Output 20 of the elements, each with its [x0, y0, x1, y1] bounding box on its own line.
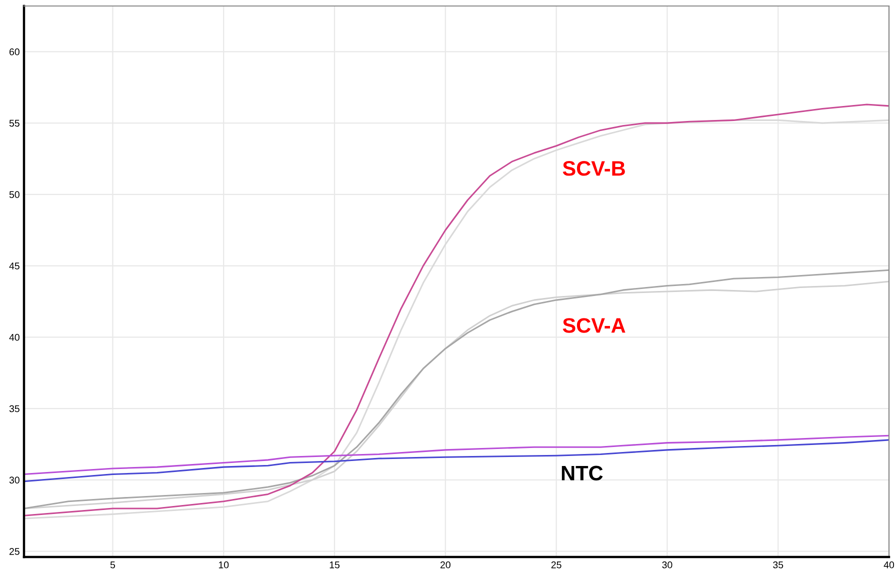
x-tick-label: 10: [218, 561, 229, 568]
x-tick-label: 20: [440, 561, 450, 568]
x-tick-label: 30: [662, 561, 672, 568]
y-tick-label: 60: [10, 48, 20, 56]
y-tick-label: 40: [9, 334, 20, 341]
y-tick-label: 45: [9, 262, 20, 270]
x-tick-label: 5: [110, 562, 116, 568]
y-tick-label: 50: [9, 191, 20, 198]
y-tick-label: 25: [10, 548, 20, 555]
x-tick-label: 40: [884, 561, 894, 568]
x-tick-label: 15: [330, 562, 340, 568]
annotation: SCV-A: [562, 318, 626, 333]
x-tick-label: 35: [773, 561, 784, 568]
y-tick-label: 30: [9, 476, 20, 484]
annotation: NTC: [562, 466, 603, 480]
y-tick-label: 55: [9, 120, 20, 127]
annotation: SCV-B: [562, 161, 625, 176]
line-series: [24, 439, 889, 482]
x-tick-label: 25: [551, 561, 562, 568]
y-tick-label: 35: [9, 405, 20, 412]
